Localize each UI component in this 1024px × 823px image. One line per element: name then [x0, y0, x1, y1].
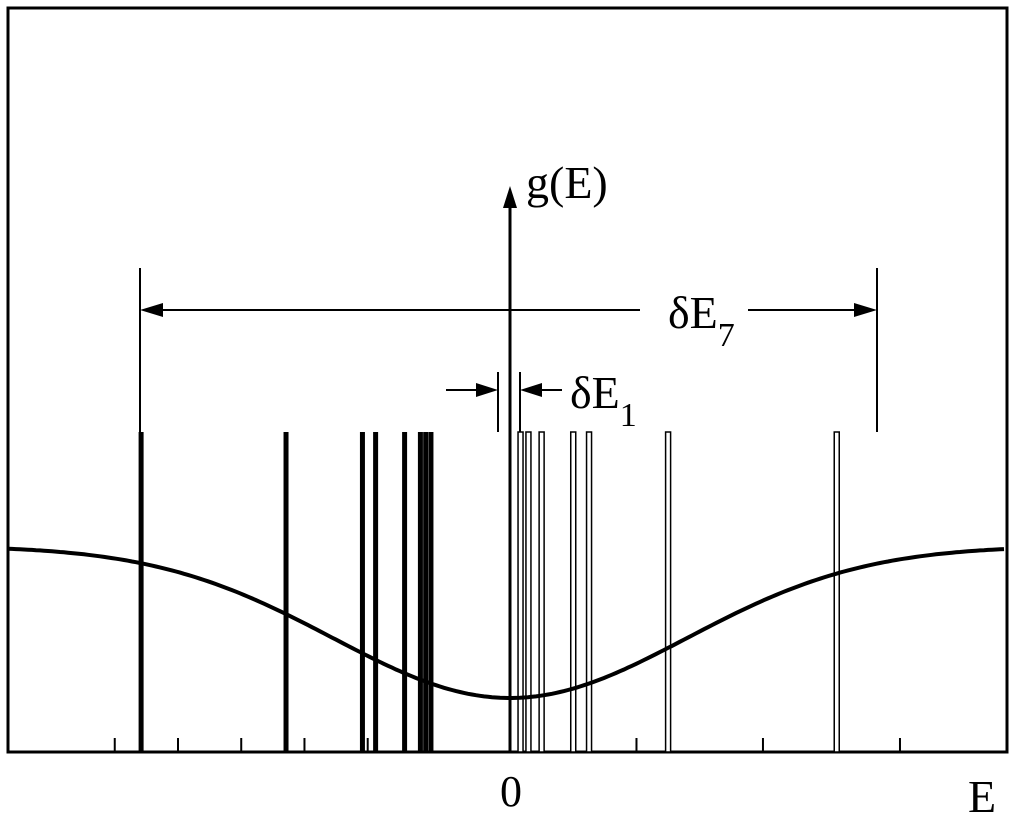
narrow-gap-dimension — [446, 372, 562, 432]
empty-level — [833, 431, 840, 753]
x-axis-ticks — [113, 738, 901, 752]
wide-gap-left-arrowhead — [140, 303, 163, 317]
wide-gap-dimension — [139, 268, 878, 432]
density-of-states-curve — [7, 546, 1005, 700]
empty-level — [664, 431, 672, 753]
narrow-gap-left-arrowhead — [476, 383, 498, 397]
wide-gap-label: δE7 — [668, 287, 735, 354]
occupied-level — [373, 432, 379, 752]
empty-level — [569, 431, 577, 753]
empty-level — [517, 431, 524, 753]
empty-level — [525, 431, 532, 753]
occupied-level — [138, 432, 144, 752]
narrow-gap-subscript: 1 — [620, 397, 637, 434]
origin-label: 0 — [500, 767, 522, 816]
wide-gap-right-arrowhead — [854, 303, 877, 317]
empty-level — [585, 431, 593, 753]
y-axis-arrowhead — [503, 186, 517, 208]
plot-frame — [6, 6, 1009, 754]
occupied-level — [423, 432, 429, 752]
x-axis-label: E — [968, 771, 996, 822]
occupied-level — [359, 432, 365, 752]
occupied-level — [417, 432, 423, 752]
occupied-level — [402, 432, 408, 752]
narrow-gap-label: δE1 — [570, 367, 637, 434]
narrow-gap-symbol: δE — [570, 367, 620, 418]
wide-gap-subscript: 7 — [718, 317, 735, 354]
empty-level — [538, 431, 545, 753]
occupied-level — [428, 432, 434, 752]
occupied-level — [283, 432, 289, 752]
y-axis-label: g(E) — [526, 157, 608, 208]
narrow-gap-right-arrowhead — [520, 383, 542, 397]
wide-gap-symbol: δE — [668, 287, 718, 338]
energy-levels — [138, 431, 840, 753]
